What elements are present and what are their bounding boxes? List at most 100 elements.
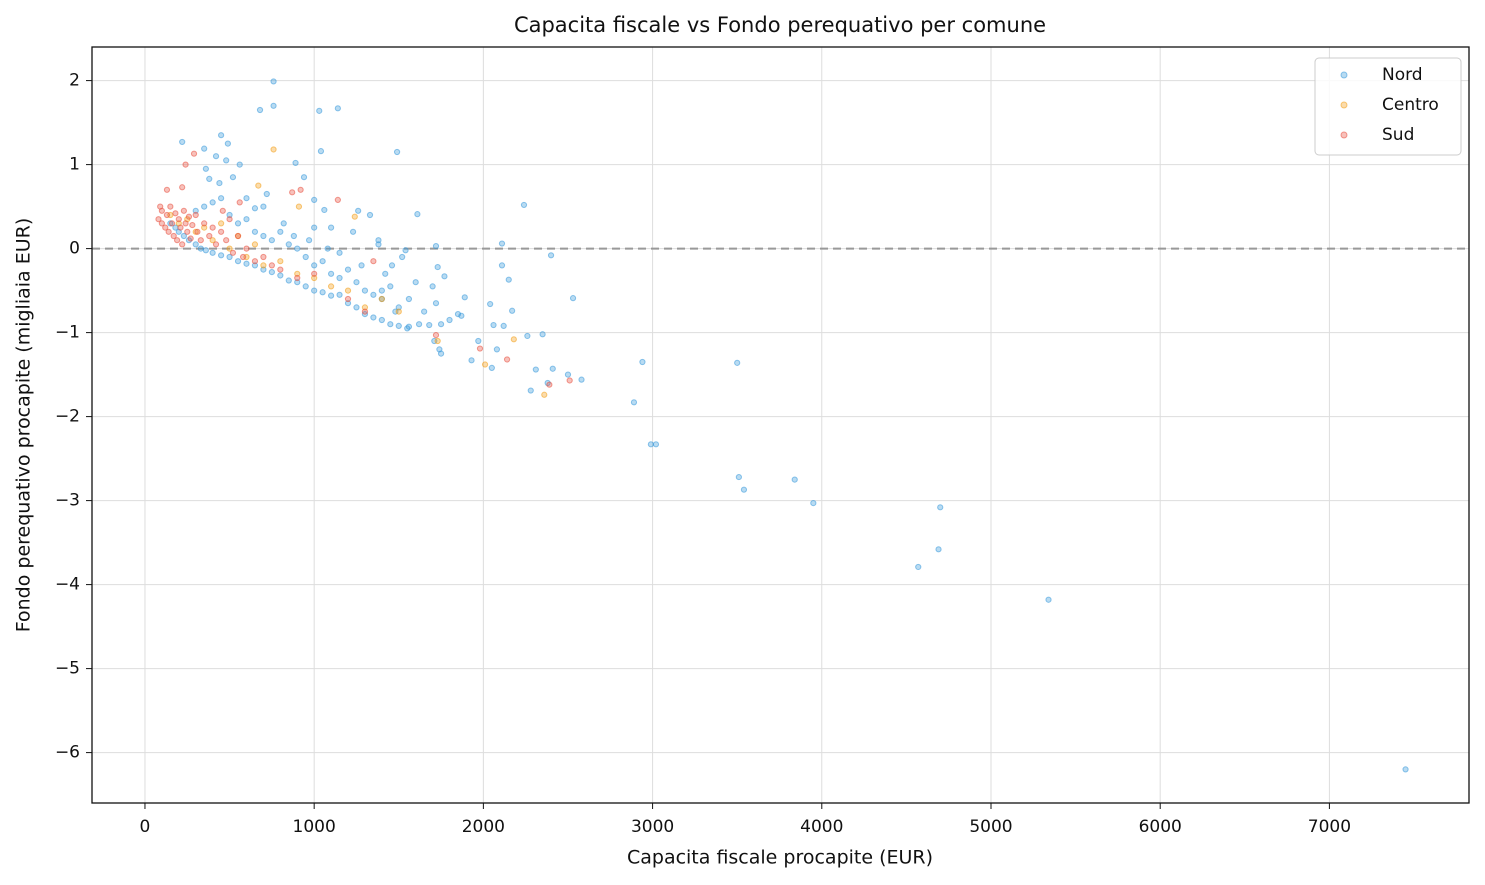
scatter-point (399, 253, 406, 261)
scatter-point (569, 295, 577, 302)
scatter-point (509, 307, 516, 314)
scatter-point (734, 359, 741, 366)
scatter-point (163, 186, 171, 193)
x-tick-label: 5000 (969, 817, 1012, 837)
scatter-point (532, 366, 539, 373)
scatter-point (404, 325, 411, 332)
y-axis-label: Fondo perequativo procapite (migliaia EU… (13, 218, 35, 633)
scatter-point (327, 270, 335, 277)
scatter-point (202, 247, 209, 254)
scatter-point (647, 441, 654, 448)
scatter-point (311, 270, 318, 277)
scatter-point (505, 276, 512, 283)
scatter-point (311, 196, 318, 203)
scatter-point (260, 203, 267, 210)
y-tick-label: −5 (55, 659, 80, 679)
scatter-point (234, 220, 242, 227)
scatter-point (255, 182, 262, 189)
scatter-point (216, 179, 223, 187)
scatter-point (243, 195, 250, 202)
scatter-point (294, 279, 301, 286)
scatter-point (192, 228, 199, 235)
scatter-point (639, 358, 646, 366)
scatter-point (327, 292, 335, 299)
scatter-point (382, 270, 389, 277)
scatter-point (336, 291, 343, 298)
scatter-point (212, 241, 220, 248)
scatter-point (251, 205, 259, 212)
scatter-point (157, 203, 164, 210)
scatter-point (226, 245, 233, 252)
scatter-point (327, 224, 335, 231)
scatter-point (319, 258, 326, 265)
scatter-point (218, 220, 225, 227)
scatter-point (174, 237, 181, 244)
scatter-point (168, 220, 176, 227)
scatter-point (546, 381, 553, 388)
scatter-point (240, 253, 247, 261)
scatter-point (319, 289, 326, 296)
scatter-point (268, 269, 275, 276)
scatter-point (937, 504, 944, 511)
scatter-point (311, 274, 318, 282)
legend: Nord Centro Sud (1314, 57, 1462, 156)
legend-box (1314, 57, 1462, 156)
scatter-point (547, 252, 555, 259)
scatter-point (297, 186, 304, 193)
scatter-point (218, 195, 225, 202)
y-tick-label: −4 (55, 575, 80, 595)
scatter-point (302, 253, 309, 261)
scatter-point (539, 331, 546, 338)
scatter-point (236, 161, 243, 168)
scatter-point (327, 283, 335, 290)
scatter-point (437, 321, 445, 328)
scatter-point (370, 314, 377, 321)
y-tick-label: 2 (69, 71, 80, 91)
scatter-point (395, 308, 402, 315)
scatter-point (434, 263, 441, 271)
scatter-point (251, 241, 259, 248)
scatter-point (268, 237, 275, 244)
scatter-point (336, 249, 343, 256)
scatter-point (566, 377, 573, 384)
scatter-point (434, 337, 441, 345)
scatter-point (311, 287, 318, 294)
scatter-point (260, 253, 267, 261)
chart-title: Capacita fiscale vs Fondo perequativo pe… (514, 13, 1046, 37)
scatter-point (334, 196, 341, 203)
scatter-point (182, 220, 189, 227)
scatter-point (355, 207, 362, 214)
scatter-point (294, 274, 301, 282)
y-tick-label: −1 (55, 323, 80, 343)
scatter-point (165, 228, 172, 235)
scatter-point (378, 295, 385, 303)
scatter-point (317, 148, 325, 155)
scatter-point (285, 277, 292, 284)
scatter-point (378, 287, 385, 294)
scatter-point (441, 273, 448, 280)
scatter-point (162, 224, 169, 231)
scatter-point (503, 356, 511, 363)
scatter-point (270, 146, 277, 153)
x-tick-label: 2000 (462, 817, 505, 837)
scatter-point (201, 224, 208, 231)
scatter-point (189, 221, 196, 229)
scatter-point (361, 287, 369, 294)
legend-label: Centro (1382, 95, 1439, 115)
scatter-point (201, 220, 208, 227)
scatter-point (432, 300, 440, 307)
scatter-point (218, 132, 225, 139)
scatter-point (224, 140, 231, 147)
legend-marker (1340, 71, 1348, 79)
scatter-point (415, 321, 423, 328)
scatter-point (498, 262, 506, 269)
scatter-point (163, 211, 171, 219)
scatter-point (251, 258, 259, 265)
scatter-point (393, 148, 401, 156)
scatter-point (182, 161, 189, 168)
scatter-point (351, 213, 358, 220)
scatter-point (735, 473, 742, 481)
scatter-point (405, 295, 413, 303)
scatter-point (361, 304, 369, 311)
scatter-point (243, 245, 250, 252)
